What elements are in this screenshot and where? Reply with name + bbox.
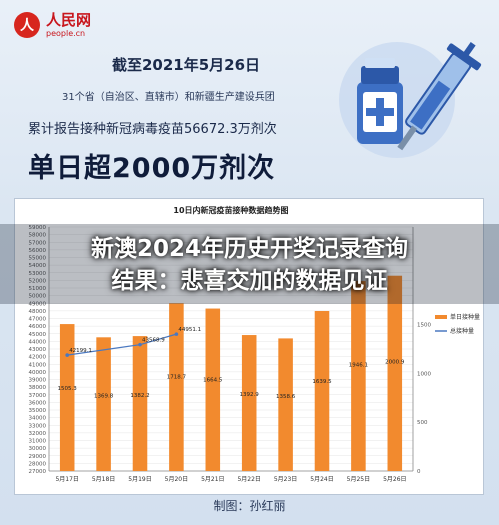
left-tick-label: 36000 (29, 400, 47, 406)
bar-data-label: 1382.2 (130, 393, 149, 399)
left-tick-label: 43000 (29, 347, 47, 353)
bar-data-label: 1639.5 (312, 379, 332, 385)
logo-url: people.cn (46, 28, 86, 38)
left-tick-label: 29000 (29, 454, 47, 460)
logo-name: 人民网 (46, 10, 92, 29)
left-tick-label: 39000 (29, 378, 47, 384)
date-text: 截至2021年5月26日 (112, 56, 261, 74)
left-tick-label: 53000 (29, 271, 47, 277)
bar-daily (278, 338, 293, 471)
headline-line-2: 结果：悲喜交加的数据见证 (111, 268, 388, 294)
left-tick-label: 58000 (29, 233, 47, 239)
line-data-label: 44951.1 (178, 327, 201, 333)
left-tick-label: 50000 (29, 294, 47, 300)
left-tick-label: 57000 (29, 240, 47, 246)
right-tick-label: 0 (417, 469, 421, 475)
chart-title: 10日内新冠疫苗接种数据趋势图 (173, 205, 288, 215)
left-tick-label: 45000 (29, 332, 47, 338)
line-data-label: 42199.1 (69, 348, 92, 354)
daily-headline: 单日超2000万剂次 (28, 153, 276, 184)
category-label: 5月18日 (92, 476, 115, 483)
left-tick-label: 51000 (29, 286, 47, 292)
left-tick-label: 31000 (29, 439, 47, 445)
right-tick-label: 500 (417, 420, 428, 426)
left-tick-label: 40000 (29, 370, 47, 376)
left-tick-label: 55000 (29, 256, 47, 262)
category-label: 5月20日 (165, 476, 188, 483)
bar-daily (59, 324, 75, 471)
left-tick-label: 27000 (29, 469, 47, 475)
bar-data-label: 1946.1 (349, 363, 368, 369)
category-label: 5月21日 (201, 476, 224, 483)
chart-panel: 10日内新冠疫苗接种数据趋势图 59000 58000 57000 56000 55000… (14, 198, 484, 495)
left-tick-label: 44000 (29, 339, 47, 345)
legend-label-total: 总接种量 (450, 327, 474, 335)
left-tick-label: 56000 (29, 248, 47, 254)
total-doses-text: 累计报告接种新冠病毒疫苗56672.3万剂次 (28, 122, 277, 137)
headline-line-1: 新澳2024年历史开奖记录查询 (90, 236, 408, 262)
headline-overlay (0, 224, 499, 304)
bar-daily (169, 303, 184, 471)
bar-data-label: 1392.9 (240, 392, 260, 398)
left-tick-label: 38000 (29, 385, 47, 391)
category-label: 5月23日 (274, 476, 297, 483)
line-data-label: 43568.9 (142, 338, 165, 344)
left-tick-label: 47000 (29, 317, 47, 323)
left-tick-label: 37000 (29, 393, 47, 399)
bar-daily (241, 335, 257, 471)
line-point (138, 342, 142, 347)
bar-daily (387, 275, 403, 471)
bar-daily (314, 310, 330, 471)
bar-daily (132, 336, 148, 471)
left-tick-label: 59000 (29, 225, 47, 231)
bar-daily (205, 308, 221, 471)
category-label: 5月24日 (310, 476, 333, 483)
left-tick-label: 30000 (29, 446, 47, 452)
left-tick-label: 54000 (29, 263, 47, 269)
line-point (65, 353, 69, 357)
people-logo: 人 人民网 people.cn (14, 12, 91, 38)
left-tick-label: 48000 (29, 309, 47, 315)
bar-data-label: 2000.9 (385, 360, 405, 366)
vaccine-illustration-icon (339, 42, 482, 158)
region-text: 31个省（自治区、直辖市）和新疆生产建设兵团 (62, 92, 275, 103)
category-label: 5月25日 (347, 476, 370, 483)
category-label: 5月17日 (55, 476, 78, 483)
left-tick-label: 41000 (29, 362, 47, 368)
bar-data-label: 1505.3 (58, 386, 78, 392)
category-label: 5月22日 (237, 476, 260, 483)
logo-mark-icon: 人 (14, 12, 40, 38)
category-label: 5月26日 (383, 476, 406, 483)
legend-label-daily: 单日接种量 (450, 313, 480, 321)
bar-data-label: 1718.7 (167, 375, 187, 381)
left-tick-label: 32000 (29, 431, 47, 437)
left-tick-label: 52000 (29, 278, 47, 284)
right-tick-label: 1000 (417, 371, 431, 377)
left-tick-label: 28000 (29, 461, 47, 467)
left-tick-label: 34000 (29, 416, 47, 422)
left-tick-label: 33000 (29, 423, 47, 429)
left-tick-label: 46000 (29, 324, 47, 330)
category-label: 5月19日 (128, 476, 151, 483)
line-point (174, 332, 179, 336)
bar-data-label: 1664.5 (203, 378, 223, 384)
bar-data-label: 1369.8 (94, 393, 114, 399)
right-tick-label: 1500 (417, 323, 431, 329)
bar-daily (96, 337, 111, 471)
left-tick-label: 42000 (29, 355, 47, 361)
credit-text: 制图：孙红丽 (213, 499, 286, 513)
left-tick-label: 35000 (29, 408, 47, 414)
bar-daily (351, 281, 366, 471)
bar-data-label: 1358.6 (276, 394, 296, 400)
left-tick-label: 49000 (29, 301, 47, 307)
